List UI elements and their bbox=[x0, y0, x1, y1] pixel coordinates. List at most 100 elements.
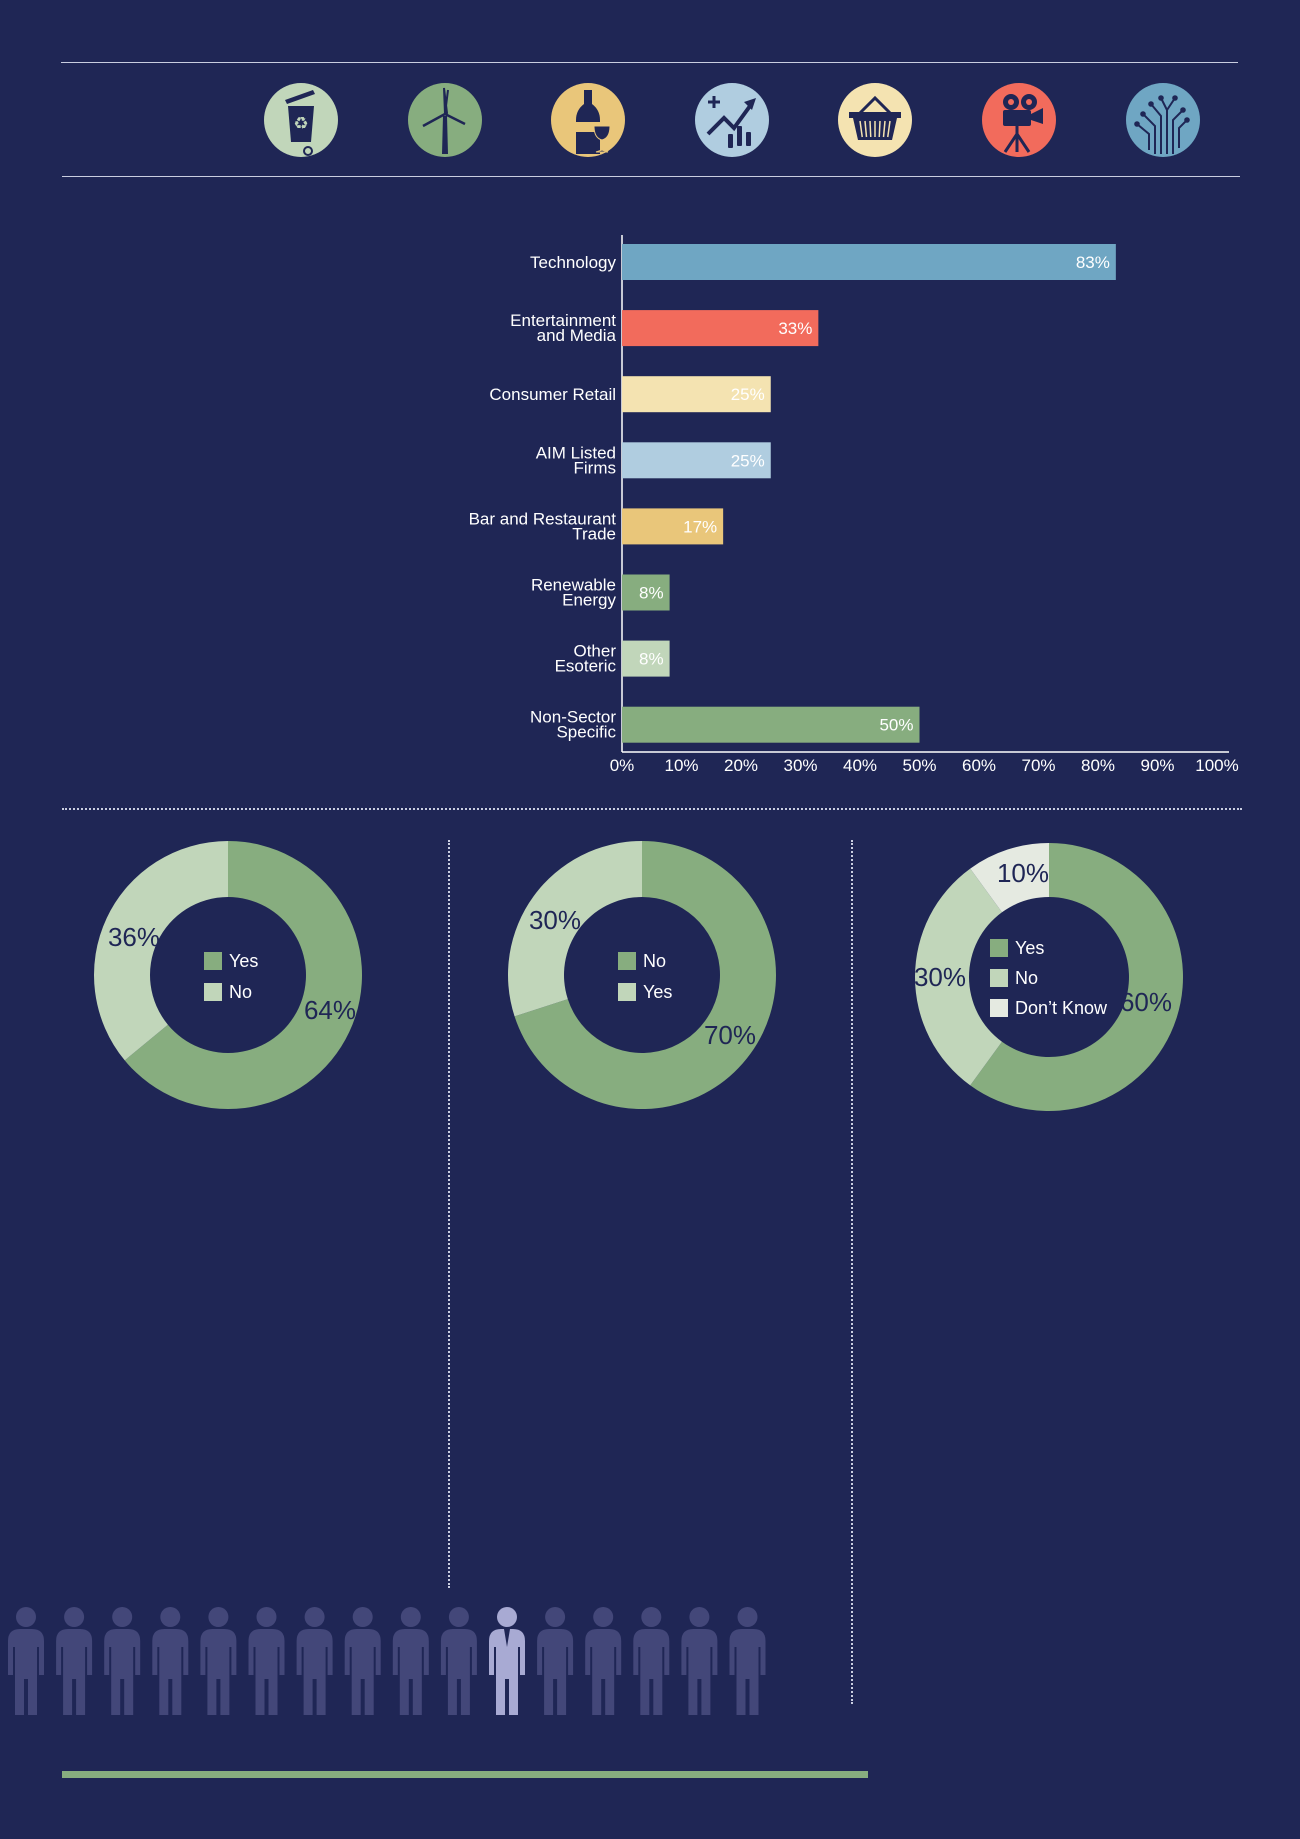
circuit-node-3 bbox=[1158, 95, 1164, 101]
circuit-trace-5 bbox=[1178, 119, 1188, 148]
trend-line bbox=[706, 104, 752, 136]
donut-chart-2: 70% 30% No Yes bbox=[508, 841, 776, 1109]
bar-4 bbox=[622, 442, 771, 479]
person-body bbox=[104, 1629, 141, 1715]
circuit-node-1 bbox=[1140, 111, 1146, 117]
person-body bbox=[56, 1629, 93, 1715]
person-body bbox=[537, 1629, 574, 1715]
person-body bbox=[681, 1629, 718, 1715]
people-pictogram bbox=[8, 1607, 766, 1715]
legend-label-1: Yes bbox=[229, 951, 258, 971]
x-tick-label: 40% bbox=[843, 756, 877, 775]
basket-slat bbox=[878, 120, 881, 138]
person-icon bbox=[296, 1607, 333, 1715]
bar-value-label-8: 50% bbox=[879, 716, 913, 735]
person-tie bbox=[504, 1629, 510, 1647]
person-head bbox=[737, 1607, 758, 1627]
donut-slice-3 bbox=[970, 843, 1049, 913]
person-icon bbox=[8, 1607, 44, 1715]
donut-slice-label-1: 64% bbox=[304, 995, 356, 1025]
person-icon bbox=[392, 1607, 429, 1715]
donut-slice-1 bbox=[124, 841, 362, 1109]
x-tick-label: 20% bbox=[724, 756, 758, 775]
donut-slice-label-3: 10% bbox=[997, 858, 1049, 888]
donut-chart-1: 64% 36% Yes No bbox=[94, 841, 362, 1109]
stock-chart-icon bbox=[695, 83, 769, 157]
category-label-8: Specific bbox=[556, 723, 616, 742]
section-divider bbox=[62, 808, 1242, 810]
circuit-trace-2 bbox=[1150, 103, 1162, 154]
bar-value-label-1: 83% bbox=[1076, 253, 1110, 272]
bar-6 bbox=[622, 574, 670, 611]
category-label-4: Firms bbox=[574, 458, 616, 477]
person-body bbox=[344, 1629, 381, 1715]
person-head bbox=[256, 1607, 277, 1627]
legend-label-3: Don’t Know bbox=[1015, 998, 1108, 1018]
footer-rule bbox=[62, 1771, 868, 1778]
legend-label-2: Yes bbox=[643, 982, 672, 1002]
person-body bbox=[8, 1629, 44, 1715]
circuit-trace-6 bbox=[1136, 123, 1150, 150]
person-body bbox=[440, 1629, 477, 1715]
x-tick-label: 60% bbox=[962, 756, 996, 775]
legend-label-1: Yes bbox=[1015, 938, 1044, 958]
person-body bbox=[729, 1629, 766, 1715]
person-head bbox=[497, 1607, 517, 1627]
person-head bbox=[352, 1607, 373, 1627]
basket-slat bbox=[882, 120, 886, 138]
person-body bbox=[200, 1629, 237, 1715]
turbine-tower bbox=[442, 116, 448, 154]
bin-lid bbox=[285, 90, 315, 104]
turbine-blade-2 bbox=[422, 112, 446, 128]
wind-turbine-icon bbox=[408, 83, 482, 157]
person-icon bbox=[440, 1607, 477, 1715]
bar-value-label-2: 33% bbox=[778, 319, 812, 338]
circuit-trace-1 bbox=[1142, 113, 1156, 154]
bar-8 bbox=[622, 706, 920, 743]
basket-handle bbox=[857, 95, 893, 116]
donut-slice-label-1: 60% bbox=[1120, 987, 1172, 1017]
person-icon bbox=[585, 1607, 622, 1715]
person-head bbox=[689, 1607, 710, 1627]
category-label-7: Esoteric bbox=[555, 657, 617, 676]
person-head bbox=[641, 1607, 662, 1627]
donut-slice-2 bbox=[94, 841, 228, 1061]
recycle-bin-icon: ♻ bbox=[264, 83, 338, 157]
icon-row-rule bbox=[62, 176, 1240, 177]
person-icon bbox=[248, 1607, 285, 1715]
person-head bbox=[64, 1607, 85, 1627]
basket-slat bbox=[864, 120, 868, 138]
wine-glass bbox=[592, 125, 611, 153]
category-label-6: Energy bbox=[562, 591, 616, 610]
camera-lens bbox=[1031, 108, 1043, 124]
reel-hub-2 bbox=[1026, 99, 1032, 105]
top-rule bbox=[61, 62, 1238, 63]
donut-slice-1 bbox=[514, 841, 776, 1109]
legend-swatch-2 bbox=[204, 983, 222, 1001]
circuit-node-6 bbox=[1134, 121, 1140, 127]
category-label-2: and Media bbox=[537, 326, 617, 345]
bin-wheel bbox=[303, 146, 313, 156]
bar-value-label-3: 25% bbox=[731, 385, 765, 404]
person-head bbox=[160, 1607, 181, 1627]
donut-slice-label-2: 30% bbox=[914, 962, 966, 992]
category-label-5: Trade bbox=[572, 524, 616, 543]
donut-chart-3: 60% 30% 10% Yes No Don’t Know bbox=[914, 843, 1183, 1111]
person-head bbox=[208, 1607, 229, 1627]
legend-swatch-3 bbox=[990, 999, 1008, 1017]
basket-rim bbox=[849, 112, 901, 118]
basket-slat bbox=[887, 120, 891, 138]
legend-swatch-1 bbox=[204, 952, 222, 970]
basket-slat bbox=[869, 120, 872, 138]
circuit-node-2 bbox=[1148, 101, 1154, 107]
person-body bbox=[633, 1629, 670, 1715]
category-label-8: Non-Sector bbox=[530, 708, 616, 727]
person-icon bbox=[681, 1607, 718, 1715]
x-tick-label: 10% bbox=[664, 756, 698, 775]
x-tick-label: 0% bbox=[610, 756, 635, 775]
category-label-7: Other bbox=[573, 642, 616, 661]
person-icon bbox=[537, 1607, 574, 1715]
circuit-board-icon-circle bbox=[1126, 83, 1200, 157]
x-tick-label: 70% bbox=[1021, 756, 1055, 775]
